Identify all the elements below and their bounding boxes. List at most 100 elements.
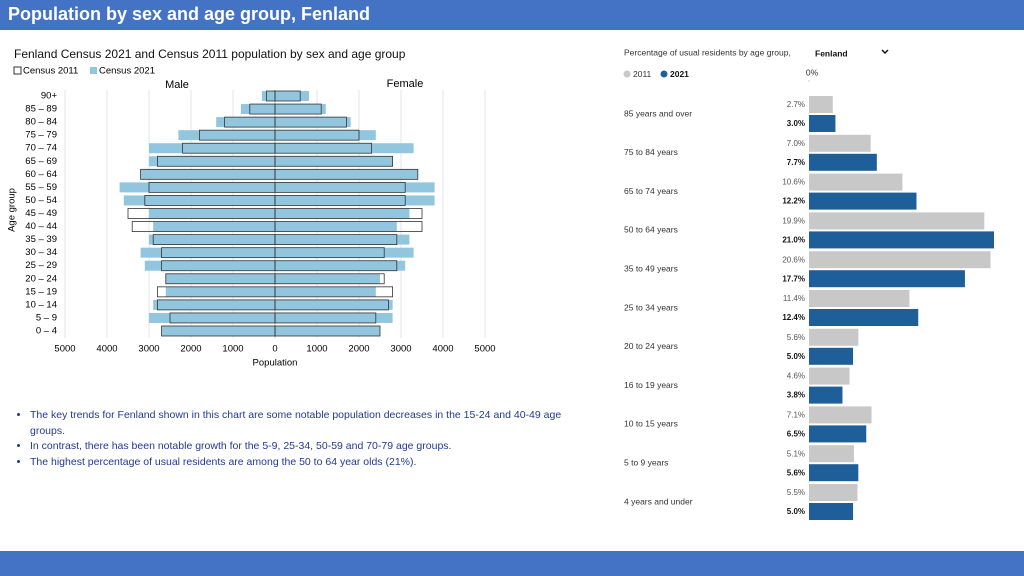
legend-swatch: [660, 70, 668, 78]
bar: [149, 143, 275, 154]
bar: [119, 182, 275, 193]
bar: [275, 117, 351, 128]
legend-label: 2021: [670, 69, 689, 79]
bar: [140, 169, 275, 180]
x-tick-label: 5000: [54, 344, 75, 355]
bar: [809, 503, 854, 520]
filter-dropdown[interactable]: Fenland: [815, 48, 848, 58]
bullet: In contrast, there has been notable grow…: [30, 439, 590, 455]
bar: [809, 134, 871, 152]
value-label: 5.6%: [787, 468, 805, 477]
bar: [275, 326, 380, 336]
bar: [165, 286, 275, 297]
bar: [809, 347, 854, 365]
value-label: 5.0%: [787, 507, 805, 516]
bar: [275, 286, 376, 297]
bar: [274, 116, 347, 128]
chart-title: Percentage of usual residents by age gro…: [624, 47, 791, 57]
bar: [809, 290, 910, 307]
x-tick-label: 2000: [180, 344, 201, 355]
value-label: 21.0%: [782, 236, 805, 245]
side-label: Male: [165, 79, 189, 91]
value-label: 4.6%: [787, 372, 805, 381]
bar: [809, 115, 836, 132]
dropdown-chevron[interactable]: [881, 49, 889, 55]
header-bar: Population by sex and age group, Fenland: [0, 0, 1024, 30]
value-label: 5.1%: [787, 449, 805, 458]
bar: [275, 247, 414, 258]
bar: [275, 91, 310, 101]
y-tick-label: 90+: [41, 91, 58, 102]
bar: [274, 221, 423, 232]
y-tick-label: 35 – 39: [25, 234, 57, 245]
value-label: 5.6%: [787, 333, 805, 342]
bar: [274, 142, 372, 154]
bar: [140, 247, 275, 258]
bar: [274, 312, 377, 324]
value-label: 11.4%: [783, 294, 805, 303]
value-label: 7.0%: [787, 139, 805, 148]
bar: [149, 312, 275, 323]
bar: [809, 367, 850, 385]
category-label: 20 to 24 years: [624, 341, 678, 351]
category-label: 75 to 84 years: [624, 147, 678, 157]
bar: [149, 156, 275, 167]
legend-label: Census 2011: [23, 66, 78, 77]
y-tick-label: 40 – 44: [25, 221, 57, 232]
bar: [809, 212, 985, 230]
bar: [153, 299, 275, 310]
bar: [275, 312, 393, 323]
bar: [123, 195, 275, 206]
value-label: 3.0%: [787, 119, 805, 128]
bar: [274, 234, 398, 246]
y-tick-label: 15 – 19: [25, 286, 57, 297]
bar: [275, 104, 326, 115]
bar: [275, 234, 410, 245]
y-tick-label: 30 – 34: [25, 247, 57, 258]
value-label: 10.6%: [782, 178, 805, 187]
legend-swatch: [90, 67, 97, 74]
bar: [274, 273, 385, 285]
category-label: 65 to 74 years: [624, 186, 678, 196]
x-tick-label: 3000: [390, 344, 411, 355]
category-label: 35 to 49 years: [624, 263, 678, 273]
bar: [274, 155, 393, 167]
y-tick-label: 70 – 74: [25, 143, 57, 154]
side-label: Female: [387, 78, 424, 90]
bar: [809, 96, 833, 113]
value-label: 5.5%: [787, 488, 805, 497]
bar: [275, 195, 435, 206]
bar: [275, 143, 414, 154]
x-tick-label: 4000: [432, 344, 453, 355]
chart-title: Fenland Census 2021 and Census 2011 popu…: [14, 47, 406, 61]
bar: [274, 181, 406, 193]
x-tick-label: 0: [272, 344, 277, 355]
value-label: 19.9%: [782, 217, 805, 226]
bar: [275, 273, 380, 284]
bar: [274, 286, 393, 298]
bar: [149, 234, 275, 245]
bullet-list: The key trends for Fenland shown in this…: [14, 408, 590, 470]
slide-title: Population by sex and age group, Fenland: [8, 4, 371, 24]
bullet: The highest percentage of usual resident…: [30, 455, 590, 471]
bar: [275, 156, 393, 167]
y-tick-label: 25 – 29: [25, 260, 57, 271]
bullet: The key trends for Fenland shown in this…: [30, 408, 590, 439]
value-label: 6.5%: [787, 430, 805, 439]
value-label: 3.8%: [787, 391, 805, 400]
x-tick-label: 3000: [138, 344, 159, 355]
y-tick-label: 50 – 54: [25, 195, 57, 206]
bar: [274, 247, 385, 259]
x-tick-label: 0%: [806, 67, 819, 77]
value-label: 12.4%: [782, 313, 805, 322]
y-tick-label: 75 – 79: [25, 130, 57, 141]
legend-label: 2011: [633, 69, 652, 79]
y-tick-label: 85 – 89: [25, 104, 57, 115]
value-label: 17.7%: [782, 274, 805, 283]
bar: [809, 484, 858, 501]
y-tick-label: 5 – 9: [36, 312, 57, 323]
bar: [165, 273, 275, 284]
y-tick-label: 60 – 64: [25, 169, 57, 180]
bar: [809, 445, 854, 463]
